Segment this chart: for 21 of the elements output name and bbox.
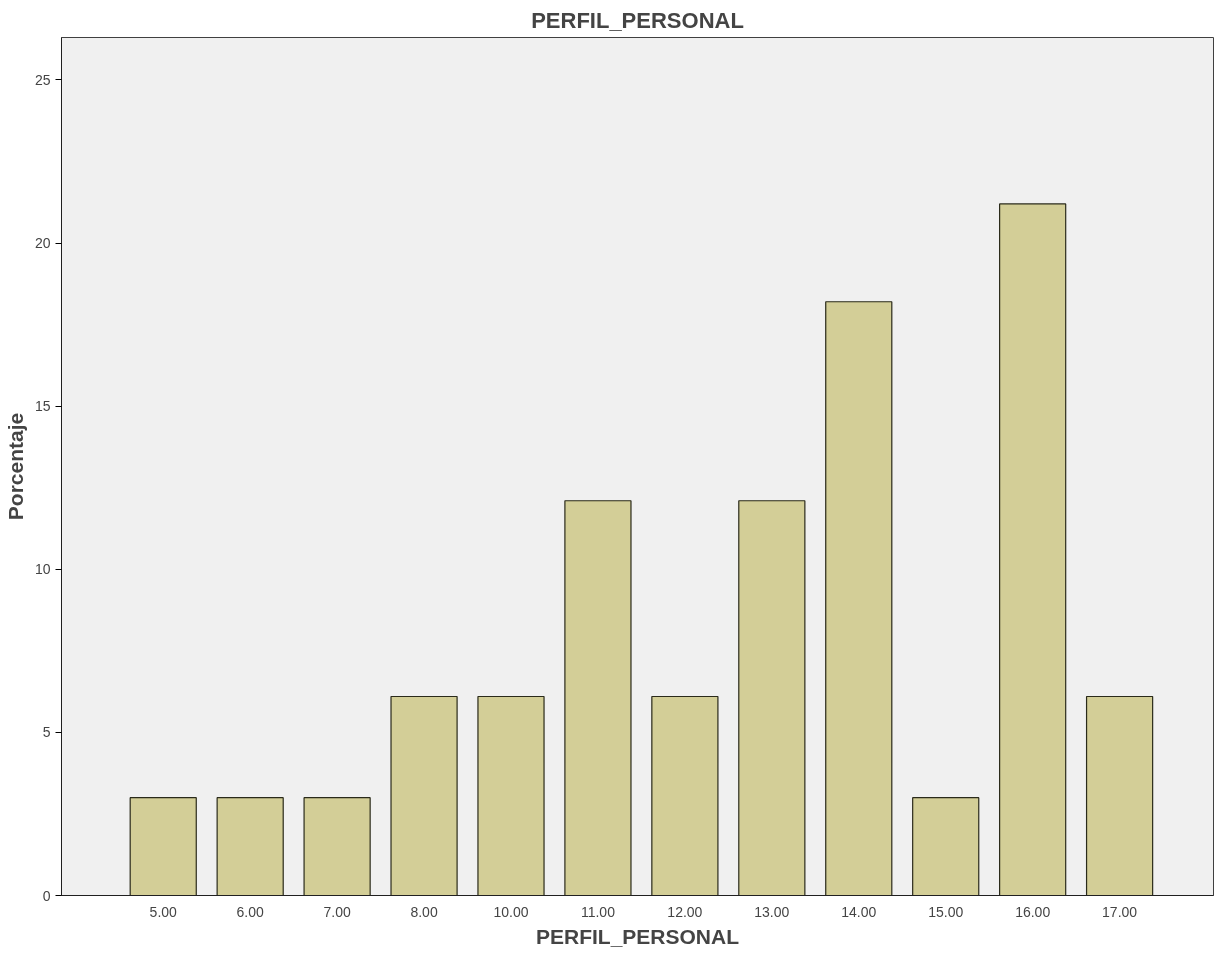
y-tick-label: 25 [34, 71, 51, 88]
x-tick-label: 5.00 [149, 903, 178, 920]
x-tick-label: 10.00 [493, 903, 529, 920]
y-tick-label: 5 [42, 724, 51, 741]
y-tick-label: 20 [34, 235, 51, 252]
x-tick-label: 6.00 [236, 903, 265, 920]
x-tick-label: 15.00 [928, 903, 964, 920]
x-tick-label: 13.00 [754, 903, 790, 920]
chart-title: PERFIL_PERSONAL [531, 7, 744, 33]
x-tick-label: 14.00 [841, 903, 877, 920]
y-tick-label: 10 [34, 561, 51, 578]
x-axis-title: PERFIL_PERSONAL [535, 924, 740, 948]
x-tick-label: 17.00 [1102, 903, 1138, 920]
x-tick-label: 8.00 [410, 903, 438, 920]
y-tick-label: 15 [34, 398, 51, 415]
x-tick-label: 7.00 [323, 903, 351, 920]
y-tick-label: 0 [42, 887, 51, 904]
x-tick-label: 16.00 [1015, 903, 1051, 920]
x-tick-label: 12.00 [667, 903, 703, 920]
y-axis-title: Porcentaje [3, 412, 27, 521]
x-tick-label: 11.00 [580, 903, 616, 920]
